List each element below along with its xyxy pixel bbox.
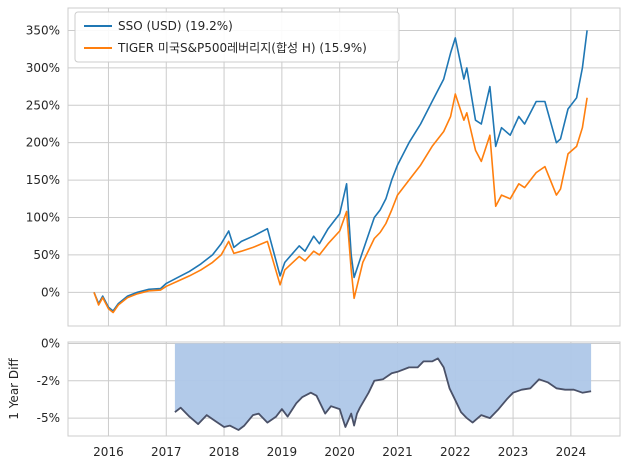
top-plot-frame (67, 7, 621, 327)
top-series-group (93, 30, 588, 314)
x-tick-label: 2024 (556, 445, 587, 459)
series-line-sso (93, 30, 588, 312)
x-tick-label: 2022 (440, 445, 471, 459)
legend-label-tiger: TIGER 미국S&P500레버리지(합성 H) (15.9%) (117, 41, 367, 55)
bottom-y-ticks: 0% -2% -5% (37, 336, 60, 425)
legend-name-tiger: TIGER 미국S&P500레버리지(합성 H) (117, 41, 316, 55)
top-y-tick-label: 200% (26, 136, 60, 150)
x-tick-label: 2018 (209, 445, 240, 459)
x-tick-label: 2016 (93, 445, 124, 459)
top-y-tick-label: 350% (26, 23, 60, 37)
top-y-tick-label: 300% (26, 61, 60, 75)
x-tick-label: 2017 (151, 445, 182, 459)
legend: SSO (USD) (19.2%) TIGER 미국S&P500레버리지(합성 … (74, 11, 400, 63)
bottom-series-group (174, 343, 592, 431)
legend-return-tiger: (15.9%) (319, 41, 366, 55)
top-y-tick-label: 50% (33, 248, 60, 262)
x-tick-label: 2023 (498, 445, 529, 459)
legend-box (74, 11, 400, 63)
diff-line (174, 357, 592, 431)
top-y-tick-label: 0% (41, 285, 60, 299)
legend-return-sso: (19.2%) (185, 19, 232, 33)
diff-area-fill (174, 343, 592, 430)
bottom-y-tick-label: -2% (37, 374, 60, 388)
legend-name-sso: SSO (USD) (118, 19, 182, 33)
x-tick-label: 2019 (267, 445, 298, 459)
top-y-ticks: 0% 50% 100% 150% 200% 250% 300% 350% (26, 23, 60, 299)
top-y-tick-label: 250% (26, 98, 60, 112)
x-tick-label: 2020 (324, 445, 355, 459)
bottom-x-ticks: 2016 2017 2018 2019 2020 2021 2022 2023 2024 (93, 445, 586, 459)
bottom-y-tick-label: 0% (41, 336, 60, 350)
bottom-plot-frame (67, 341, 621, 437)
series-line-tiger (93, 93, 588, 314)
top-y-tick-label: 150% (26, 173, 60, 187)
bottom-y-axis-label: 1 Year Diff (7, 358, 21, 420)
bottom-y-tick-label: -5% (37, 411, 60, 425)
x-tick-label: 2021 (382, 445, 413, 459)
top-y-tick-label: 100% (26, 211, 60, 225)
bottom-panel: 0% -2% -5% 2016 2017 2018 2019 2020 2021 2022 202… (7, 336, 621, 459)
legend-label-sso: SSO (USD) (19.2%) (118, 19, 233, 33)
